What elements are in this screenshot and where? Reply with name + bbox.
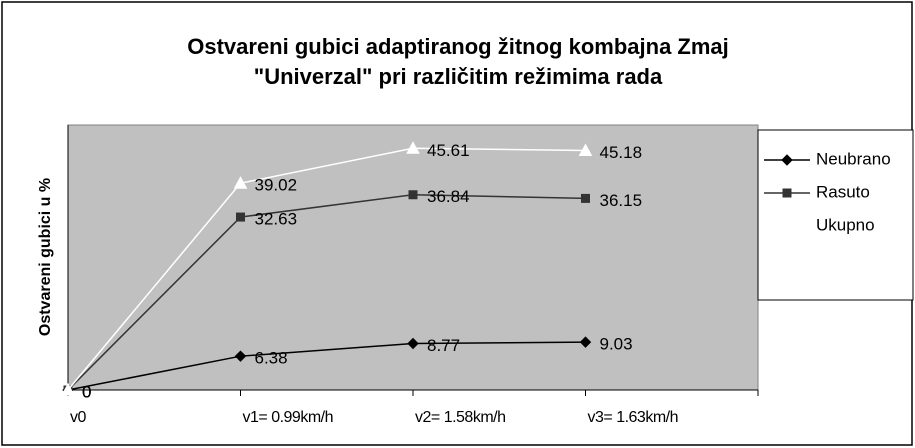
marker (781, 154, 793, 166)
marker (233, 176, 248, 189)
marker (61, 382, 75, 396)
x-tick-label: v3= 1.63km/h (588, 409, 679, 426)
series-line (67, 147, 586, 391)
chart-title: Ostvareni gubici adaptiranog žitnog komb… (187, 34, 729, 59)
legend-label: Ukupno (816, 215, 875, 234)
x-tick-label: v2= 1.58km/h (415, 409, 506, 426)
marker (782, 188, 792, 198)
data-label: 0 (82, 382, 91, 401)
marker (408, 190, 418, 200)
marker (581, 193, 590, 203)
marker (407, 337, 419, 350)
data-label: 45.18 (600, 143, 643, 162)
data-label: 32.63 (255, 210, 298, 229)
chart-title: "Univerzal" pri različitim režimima rada (254, 64, 663, 89)
data-label: 9.03 (600, 335, 633, 354)
marker (406, 141, 420, 154)
plot-area (67, 124, 759, 391)
data-label: 8.77 (427, 336, 460, 355)
x-tick-label: v1= 0.99km/h (243, 409, 334, 426)
marker (578, 143, 593, 157)
marker (579, 336, 592, 348)
marker (234, 350, 247, 362)
legend-label: Neubrano (816, 149, 891, 168)
x-tick-label: v0 (70, 409, 87, 426)
data-label: 45.61 (427, 141, 470, 160)
marker (236, 212, 245, 222)
series-line (67, 193, 586, 391)
data-label: 36.84 (427, 187, 470, 206)
marker (780, 218, 794, 232)
data-label: 0 (82, 382, 91, 401)
data-label: 0 (82, 382, 91, 401)
data-label: 36.15 (600, 191, 643, 210)
series-line (67, 341, 586, 391)
data-label: 39.02 (255, 176, 298, 195)
y-axis-label: Ostvareni gubici u % (37, 178, 54, 336)
data-label: 6.38 (255, 349, 288, 368)
legend-label: Rasuto (816, 182, 870, 201)
